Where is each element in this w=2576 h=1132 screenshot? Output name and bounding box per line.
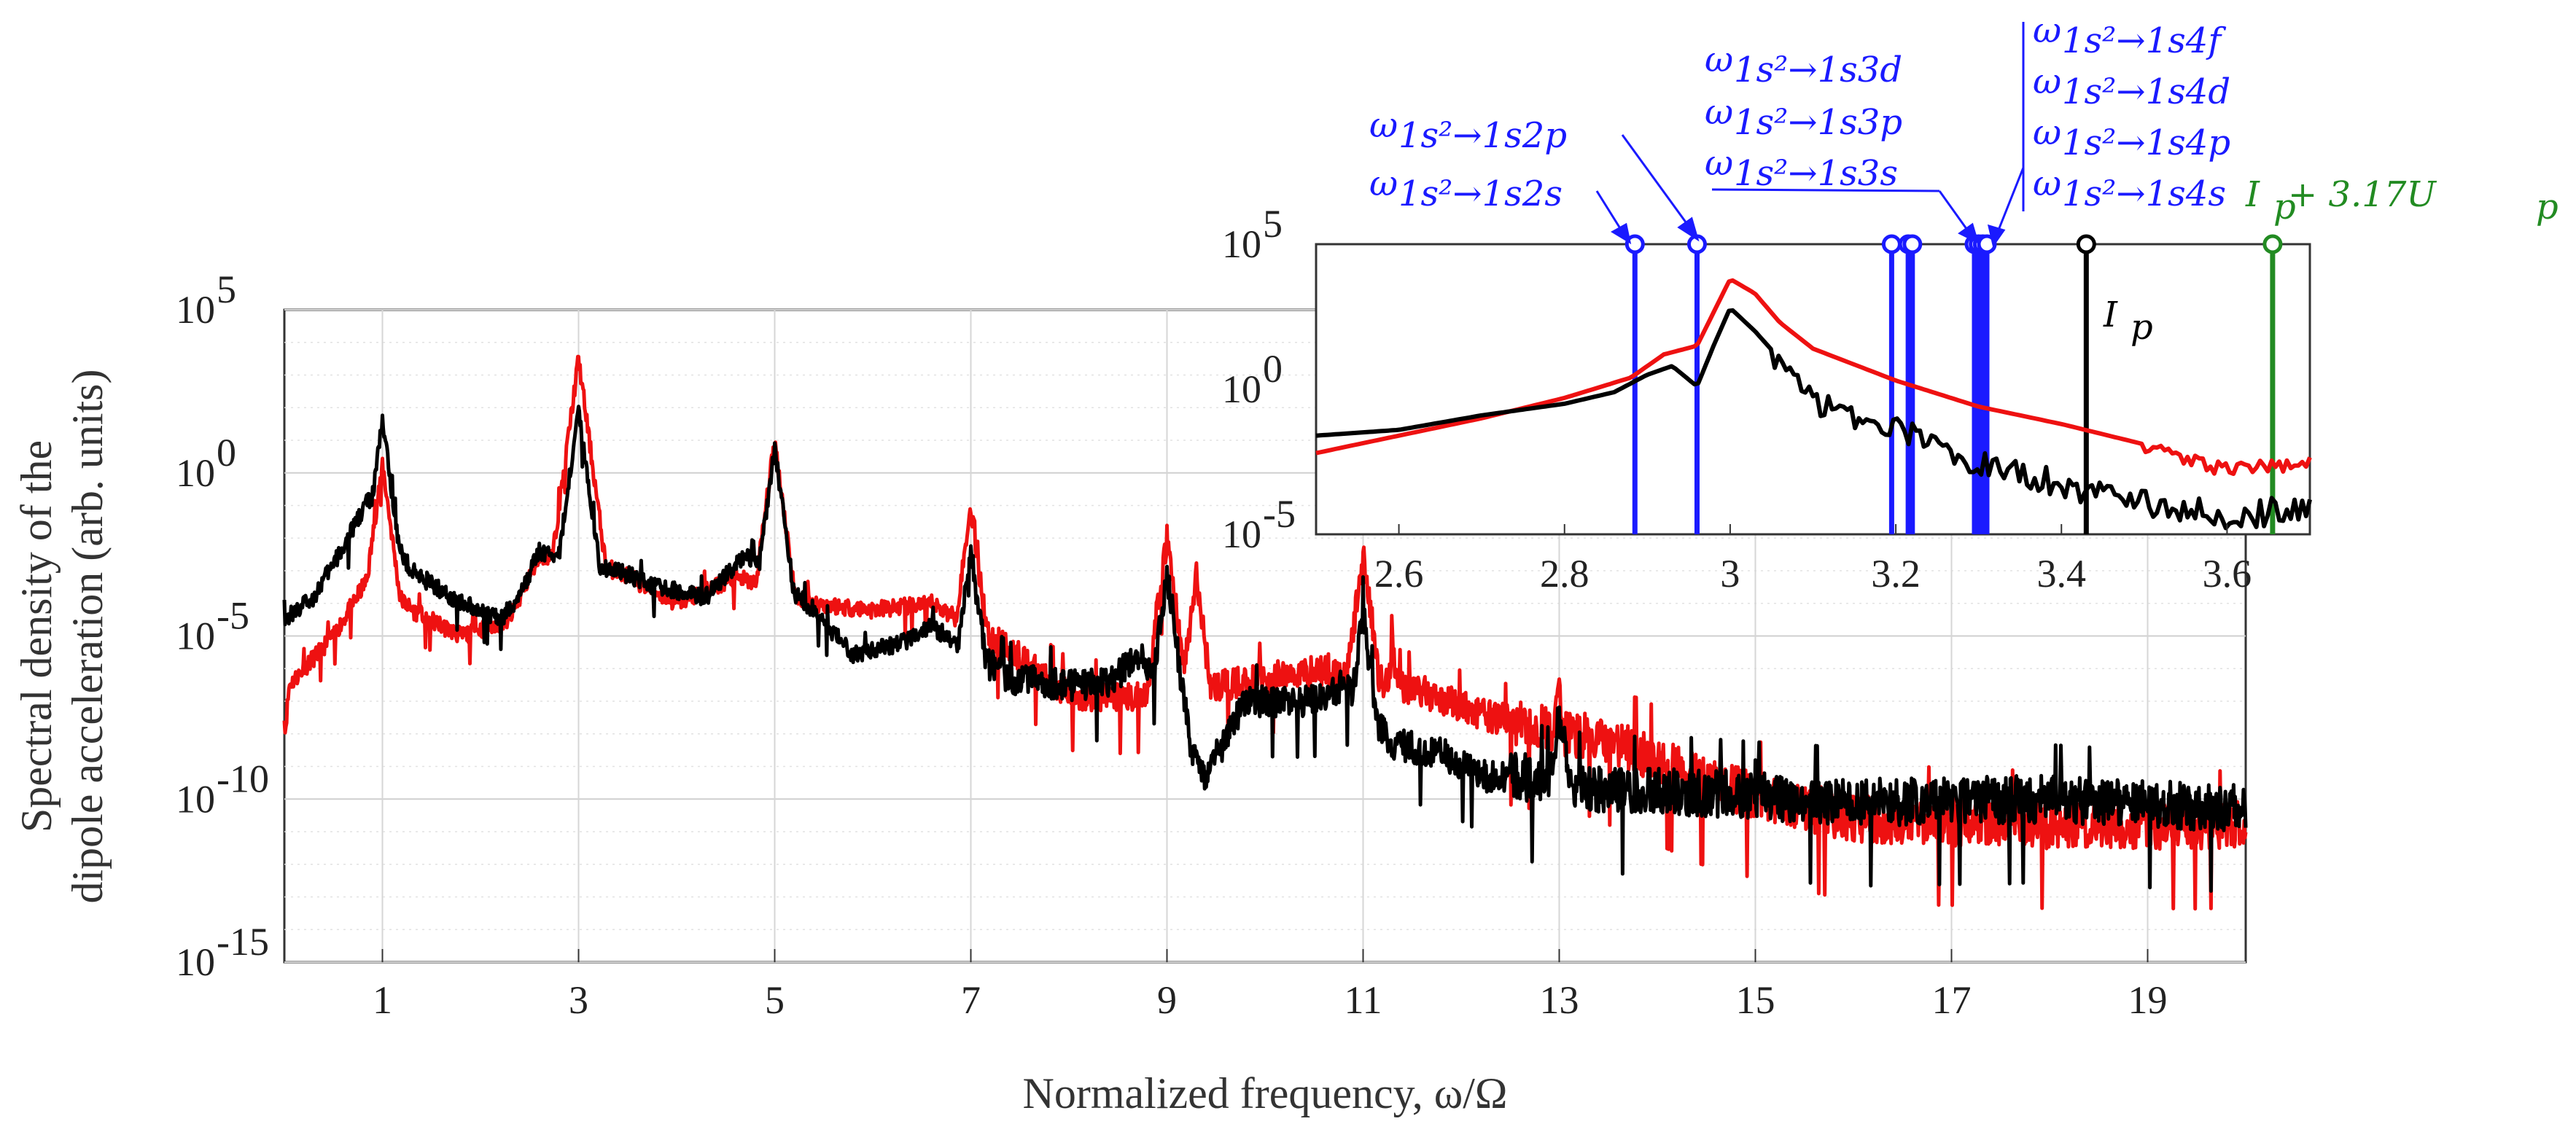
label-omega: ω — [1705, 39, 1733, 80]
inset-x-tick-label: 3 — [1720, 552, 1740, 596]
label-omega: ω — [1705, 143, 1733, 184]
marker-circle — [2262, 234, 2283, 254]
label-subscript: 1s²→1s3s — [1734, 153, 1898, 194]
arrowhead-1s4 — [1987, 224, 2006, 248]
annotations: ω 1s²→1s2p ω 1s²→1s2s ω 1s²→1s3d ω 1s²→1… — [1369, 10, 2559, 348]
arrowhead-1s2s — [1611, 222, 1632, 245]
x-tick-label: 3 — [569, 978, 588, 1022]
label-omega: ω — [1369, 105, 1398, 146]
marker-circle — [1624, 234, 1645, 254]
arrow-1s2p — [1621, 134, 1692, 229]
cutoff-main: I — [2245, 174, 2260, 215]
y-tick-label: 10 — [176, 288, 215, 332]
x-tick-label: 5 — [765, 978, 785, 1022]
inset-y-tick-label: 10 — [1222, 367, 1261, 411]
ip-main: I — [2103, 294, 2118, 335]
label-subscript: 1s²→1s4f — [2062, 20, 2226, 61]
label-omega: ω — [2033, 10, 2061, 51]
x-tick-label: 13 — [1540, 978, 1579, 1022]
inset-y-tick-label: 10 — [1222, 512, 1261, 556]
label-subscript: 1s²→1s4s — [2062, 173, 2226, 214]
y-tick-label: 10 — [176, 451, 215, 495]
inset-x-tick-label: 2.6 — [1374, 552, 1424, 596]
x-tick-label: 15 — [1736, 978, 1775, 1022]
inset-plot-area — [1315, 243, 2311, 536]
label-cutoff: I p + 3.17U p — [2245, 174, 2559, 227]
x-tick-label: 11 — [1345, 978, 1382, 1022]
main-series-group — [282, 354, 2248, 911]
y-tick-exponent: -10 — [217, 757, 269, 800]
marker-circle — [2076, 234, 2096, 254]
inset-series-black-line — [1315, 308, 2312, 531]
x-tick-label: 1 — [373, 978, 392, 1022]
cutoff-sub1: p — [2273, 187, 2296, 227]
main-x-ticks: 1 3 5 7 9 11 13 15 17 19 — [373, 949, 2168, 1022]
label-1s3d: ω 1s²→1s3d — [1705, 39, 1902, 90]
y-tick-label: 10 — [176, 777, 215, 821]
y-tick-label: 10 — [176, 940, 215, 984]
marker-circle — [1881, 234, 1902, 254]
label-omega: ω — [1369, 163, 1398, 204]
y-tick-exponent: 0 — [217, 431, 236, 475]
label-omega: ω — [1705, 92, 1733, 133]
cutoff-sub2: p — [2536, 187, 2559, 227]
label-subscript: 1s²→1s3d — [1734, 50, 1902, 90]
y-tick-exponent: 5 — [217, 268, 236, 311]
inset-x-tick-label: 2.8 — [1540, 552, 1589, 596]
label-1s2p: ω 1s²→1s2p — [1369, 105, 1567, 156]
series-black-line — [282, 405, 2248, 893]
cutoff-mid: + 3.17U — [2288, 174, 2437, 215]
inset-y-tick-exponent: -5 — [1263, 492, 1296, 536]
inset-x-tick-label: 3.2 — [1871, 552, 1921, 596]
x-axis-label: Normalized frequency, ω/Ω — [1023, 1069, 1508, 1117]
label-omega: ω — [2033, 163, 2061, 204]
arrow-1s3s-tail — [1938, 190, 1970, 233]
arrow-1s3s — [1711, 188, 1940, 192]
label-1s3p: ω 1s²→1s3p — [1705, 92, 1902, 143]
y-tick-exponent: -15 — [217, 920, 269, 964]
y-axis-label-line1: Spectral density of the — [12, 440, 61, 832]
inset-y-tick-exponent: 5 — [1263, 202, 1283, 246]
inset-y-tick-label: 10 — [1222, 222, 1261, 266]
inset-x-tick-label: 3.4 — [2037, 552, 2087, 596]
annotation-arrows — [1595, 22, 2025, 248]
label-1s2s: ω 1s²→1s2s — [1369, 163, 1563, 214]
label-omega: ω — [2033, 112, 2061, 153]
inset-y-tick-exponent: 0 — [1263, 347, 1283, 391]
label-1s3s: ω 1s²→1s3s — [1705, 143, 1898, 194]
inset-x-tick-label: 3.6 — [2203, 552, 2252, 596]
x-tick-label: 17 — [1932, 978, 1972, 1022]
label-subscript: 1s²→1s4p — [2062, 122, 2230, 163]
marker-circle — [1902, 234, 1923, 254]
arrowhead-1s2p — [1677, 216, 1700, 242]
arrow-1s4-tail — [1996, 167, 2025, 233]
label-subscript: 1s²→1s4d — [2062, 71, 2230, 112]
inset-x-ticks: 2.6 2.8 3 3.2 3.4 3.6 — [1374, 524, 2252, 596]
label-1s4f: ω 1s²→1s4f — [2033, 10, 2226, 61]
arrowhead-1s3s — [1958, 222, 1980, 244]
label-1s4d: ω 1s²→1s4d — [2033, 61, 2230, 112]
label-1s4s: ω 1s²→1s4s — [2033, 163, 2226, 214]
label-omega: ω — [2033, 61, 2061, 102]
label-ip: I p — [2103, 294, 2153, 348]
inset-series-group — [1315, 278, 2312, 531]
y-tick-exponent: -5 — [217, 594, 249, 638]
label-1s4p: ω 1s²→1s4p — [2033, 112, 2230, 163]
inset-marker-lines — [1624, 234, 2283, 534]
label-subscript: 1s²→1s2p — [1398, 115, 1567, 156]
ip-subscript: p — [2131, 307, 2153, 348]
x-tick-label: 9 — [1157, 978, 1177, 1022]
label-subscript: 1s²→1s3p — [1734, 102, 1902, 143]
y-tick-label: 10 — [176, 614, 215, 658]
x-tick-label: 19 — [2128, 978, 2168, 1022]
x-tick-label: 7 — [961, 978, 981, 1022]
y-axis-label-line2: dipole acceleration (arb. units) — [63, 369, 112, 903]
arrow-1s2s — [1595, 190, 1624, 233]
inset-series-red-line — [1315, 278, 2312, 476]
label-subscript: 1s²→1s2s — [1398, 173, 1563, 214]
